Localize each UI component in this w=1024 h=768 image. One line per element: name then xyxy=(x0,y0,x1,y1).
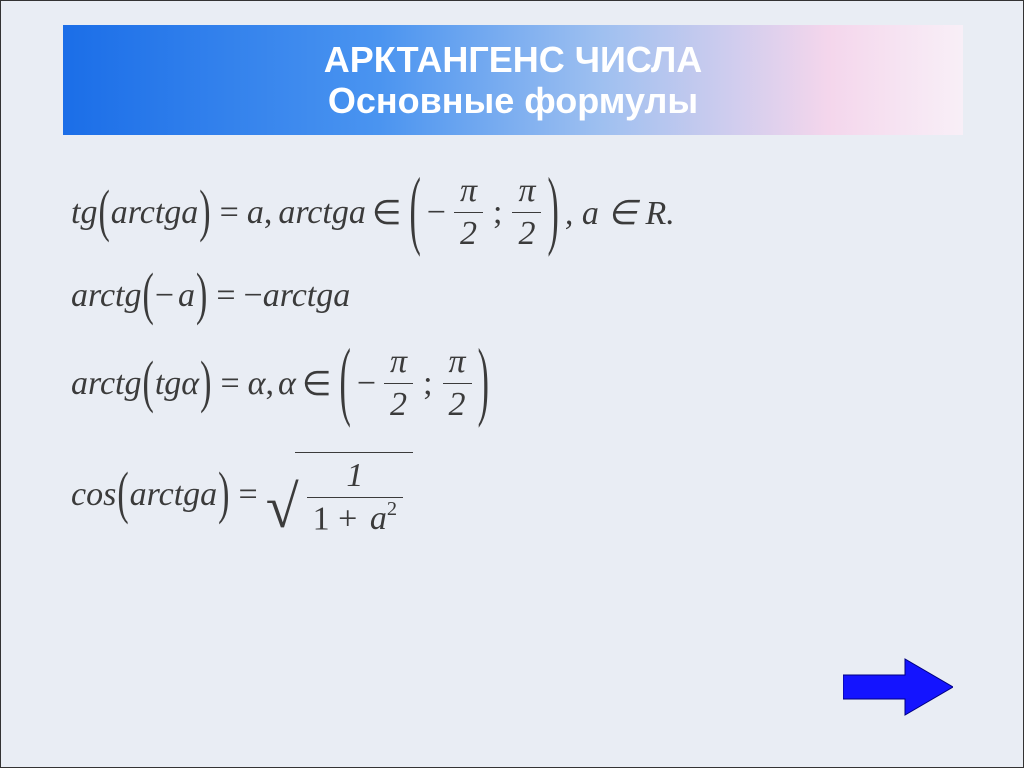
radical-icon: √ xyxy=(266,473,299,542)
title-bar: АРКТАНГЕНС ЧИСЛА Основные формулы xyxy=(63,25,963,135)
frac-pi-2-pos: π 2 xyxy=(443,343,472,424)
rparen: ) xyxy=(200,351,211,416)
arg-arctga: arctga xyxy=(111,194,199,232)
frac-num: π xyxy=(512,172,541,212)
radicand: 1 1 + a2 xyxy=(295,452,413,538)
frac-num: π xyxy=(443,343,472,383)
frac-den: 2 xyxy=(512,212,541,253)
lparen: ( xyxy=(143,351,154,416)
sqrt: √ 1 1 + a2 xyxy=(266,452,413,538)
rparen: ) xyxy=(218,463,229,528)
den-pre: 1 + xyxy=(313,500,358,537)
in-symbol: ∈ xyxy=(302,364,332,404)
rhs-alpha: α xyxy=(248,365,266,403)
equals: = xyxy=(216,277,235,315)
comma: , xyxy=(266,365,275,403)
fn-arctg: arctg xyxy=(71,277,142,315)
frac-num: π xyxy=(384,343,413,383)
rparen-big: ) xyxy=(548,162,559,261)
lparen: ( xyxy=(98,180,109,245)
frac-den: 2 xyxy=(443,383,472,424)
lparen-big: ( xyxy=(409,162,420,261)
equals: = xyxy=(239,476,258,514)
rhs-neg: − xyxy=(244,277,263,315)
arg-a: a xyxy=(178,277,195,315)
frac-den: 2 xyxy=(384,383,413,424)
title-line-2: Основные формулы xyxy=(328,80,698,121)
den-var: a xyxy=(370,500,387,537)
formulas-area: tg ( arctga ) = a , arctga ∈ ( − π 2 ; π… xyxy=(71,166,953,562)
title-line-1: АРКТАНГЕНС ЧИСЛА xyxy=(324,39,703,80)
frac-1-over-1pa2: 1 1 + a2 xyxy=(307,457,403,538)
interval-sep: ; xyxy=(493,194,502,232)
formula-row-1: tg ( arctga ) = a , arctga ∈ ( − π 2 ; π… xyxy=(71,172,953,253)
rhs-arctga: arctga xyxy=(263,277,351,315)
interval-label: arctga xyxy=(278,194,366,232)
interval-1: ( − π 2 ; π 2 ) xyxy=(407,172,560,253)
den-exp: 2 xyxy=(387,498,397,520)
formula-row-4: cos ( arctga ) = √ 1 1 + a2 xyxy=(71,452,953,538)
neg-sign: − xyxy=(155,277,174,315)
equals: = xyxy=(220,194,239,232)
fn-tg: tg xyxy=(71,194,97,232)
equals: = xyxy=(220,365,239,403)
fn-cos: cos xyxy=(71,476,116,514)
arrow-right-icon xyxy=(843,657,953,717)
next-arrow-button[interactable] xyxy=(843,657,953,717)
rparen: ) xyxy=(199,180,210,245)
rparen-big: ) xyxy=(478,333,489,432)
arg-arctga: arctga xyxy=(130,476,218,514)
arg-tgalpha: tgα xyxy=(155,365,199,403)
rhs-a: a xyxy=(247,194,264,232)
formula-row-2: arctg ( − a ) = − arctga xyxy=(71,277,953,315)
interval-label: α xyxy=(278,365,296,403)
frac-num: 1 xyxy=(340,457,369,497)
lparen: ( xyxy=(117,463,128,528)
comma: , xyxy=(264,194,273,232)
lparen: ( xyxy=(143,264,154,329)
interval-sep: ; xyxy=(423,365,432,403)
formula-row-3: arctg ( tgα ) = α , α ∈ ( − π 2 ; π 2 ) xyxy=(71,343,953,424)
lparen-big: ( xyxy=(340,333,351,432)
rparen: ) xyxy=(196,264,207,329)
trail-text: , a ∈ R. xyxy=(565,193,675,233)
neg-sign: − xyxy=(357,365,376,403)
neg-sign: − xyxy=(427,194,446,232)
fn-arctg: arctg xyxy=(71,365,142,403)
frac-pi-2-pos: π 2 xyxy=(512,172,541,253)
frac-den: 2 xyxy=(454,212,483,253)
interval-2: ( − π 2 ; π 2 ) xyxy=(338,343,491,424)
frac-pi-2-neg: π 2 xyxy=(454,172,483,253)
frac-num: π xyxy=(454,172,483,212)
frac-pi-2-neg: π 2 xyxy=(384,343,413,424)
frac-den: 1 + a2 xyxy=(307,497,403,538)
in-symbol: ∈ xyxy=(372,193,402,233)
